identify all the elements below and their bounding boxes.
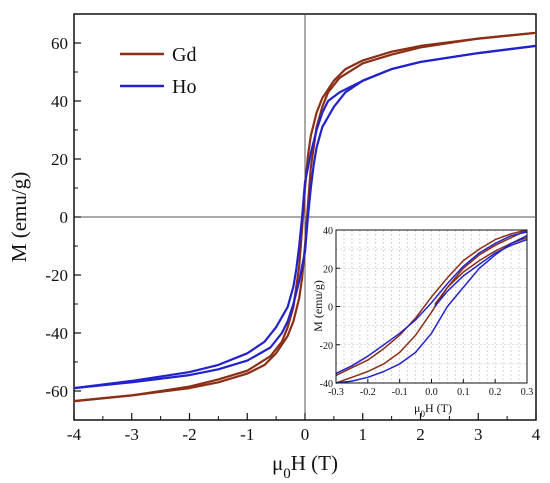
series-ho-branch-1 bbox=[73, 44, 537, 390]
legend: Gd Ho bbox=[120, 44, 196, 98]
inset-ticks: -0.3 -0.2 -0.1 0.0 0.1 0.2 0.3 -40 -20 0 20 40 bbox=[320, 226, 534, 398]
inset-series-ho-branch-2 bbox=[434, 238, 528, 307]
main-axes bbox=[74, 14, 536, 420]
y-tick-label: 20 bbox=[51, 150, 68, 169]
inset-x-tick-label: -0.2 bbox=[360, 387, 376, 398]
inset-series-gd-branch-0 bbox=[335, 229, 528, 377]
legend-label-ho: Ho bbox=[172, 76, 196, 98]
x-tick-label: 3 bbox=[474, 425, 483, 444]
inset-x-tick-label: 0.0 bbox=[425, 387, 438, 398]
inset-y-tick-label: 40 bbox=[323, 226, 333, 237]
inset-x-tick-label: 0.2 bbox=[489, 387, 502, 398]
x-tick-label: -2 bbox=[182, 425, 196, 444]
y-axis-title: M (emu/g) bbox=[7, 172, 31, 262]
inset-y-tick-label: 20 bbox=[323, 264, 333, 275]
y-tick-label: -40 bbox=[45, 324, 68, 343]
inset-series bbox=[335, 229, 528, 384]
y-tick-label: 40 bbox=[51, 92, 68, 111]
x-tick-label: 4 bbox=[532, 425, 541, 444]
inset-x-tick-label: -0.1 bbox=[392, 387, 408, 398]
inset-chart: -0.3 -0.2 -0.1 0.0 0.1 0.2 0.3 -40 -20 0 20 40 μ0H … bbox=[311, 226, 533, 419]
inset-y-tick-label: -40 bbox=[320, 379, 333, 390]
inset-x-tick-label: -0.3 bbox=[328, 387, 344, 398]
y-tick-label: 0 bbox=[60, 208, 69, 227]
inset-series-ho-branch-0 bbox=[335, 231, 528, 375]
y-tick-label: -20 bbox=[45, 266, 68, 285]
x-tick-label: -4 bbox=[67, 425, 82, 444]
x-tick-label: 0 bbox=[301, 425, 310, 444]
main-series bbox=[73, 31, 537, 403]
x-axis-title: μ0H (T) bbox=[272, 451, 338, 482]
inset-y-tick-label: -20 bbox=[320, 341, 333, 352]
inset-series-gd-branch-1 bbox=[335, 229, 528, 384]
inset-series-ho-branch-1 bbox=[335, 235, 528, 384]
x-tick-label: 1 bbox=[359, 425, 368, 444]
inset-x-tick-label: 0.3 bbox=[521, 387, 534, 398]
inset-x-tick-label: 0.1 bbox=[457, 387, 470, 398]
x-tick-label: -1 bbox=[240, 425, 254, 444]
inset-x-axis-title: μ0H (T) bbox=[414, 401, 452, 419]
y-tick-label: -60 bbox=[45, 382, 68, 401]
inset-y-axis-title: M (emu/g) bbox=[311, 280, 325, 332]
inset-y-tick-label: 0 bbox=[328, 303, 333, 314]
legend-label-gd: Gd bbox=[172, 44, 196, 66]
y-tick-label: 60 bbox=[51, 34, 68, 53]
x-tick-label: 2 bbox=[416, 425, 425, 444]
main-ticks: -4 -3 -2 -1 0 1 2 3 4 -60 -40 -20 0 20 40 60 bbox=[45, 34, 540, 444]
x-tick-label: -3 bbox=[125, 425, 139, 444]
